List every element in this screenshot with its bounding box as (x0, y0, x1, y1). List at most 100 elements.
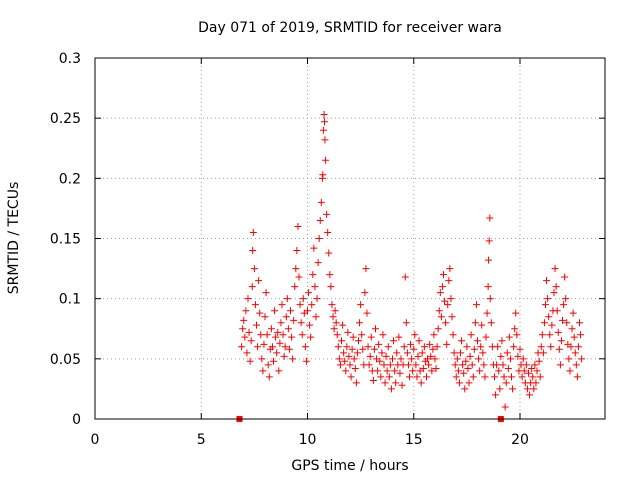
data-point (543, 277, 551, 285)
data-point (563, 319, 571, 327)
data-point (566, 367, 574, 375)
data-point (265, 373, 273, 381)
data-point (291, 283, 299, 291)
data-point (432, 364, 440, 372)
data-point (326, 271, 334, 279)
y-tick-label: 0.2 (59, 171, 81, 187)
data-point (294, 222, 302, 230)
data-point (411, 331, 419, 339)
data-point (407, 340, 415, 348)
data-point (372, 325, 379, 333)
data-point (508, 373, 515, 381)
data-point (330, 325, 338, 333)
data-point (299, 295, 307, 303)
data-point (369, 376, 377, 384)
data-point (340, 349, 348, 357)
data-point (290, 316, 298, 324)
data-point (451, 361, 459, 369)
y-axis-label: SRMTID / TECUs (6, 182, 22, 295)
data-point (349, 333, 357, 341)
data-point (483, 309, 491, 317)
data-point (497, 352, 505, 360)
data-point (401, 273, 409, 281)
data-point (556, 361, 564, 369)
y-tick-label: 0.25 (50, 111, 81, 127)
data-point (280, 352, 288, 360)
data-point (389, 355, 396, 363)
data-point (468, 361, 476, 369)
data-point (486, 214, 494, 222)
data-point (391, 367, 399, 375)
data-point (380, 361, 388, 369)
data-point (270, 357, 277, 365)
data-point (470, 345, 478, 353)
data-point (513, 331, 521, 339)
data-point (546, 331, 554, 339)
data-point (310, 244, 318, 252)
data-point (267, 325, 275, 333)
data-point (455, 379, 463, 387)
data-point (279, 331, 287, 339)
data-point (295, 273, 303, 281)
data-point (361, 289, 369, 297)
data-point (284, 325, 292, 333)
data-point (544, 295, 552, 303)
data-point (255, 277, 263, 285)
data-point (420, 343, 428, 351)
data-point (333, 331, 341, 339)
data-point (392, 379, 400, 387)
data-point (514, 352, 522, 360)
data-point (531, 361, 539, 369)
data-point (479, 349, 487, 357)
data-point (245, 328, 253, 336)
data-point (503, 349, 511, 357)
data-point (382, 352, 390, 360)
data-point (381, 379, 389, 387)
data-point (486, 295, 494, 303)
data-point (493, 361, 501, 369)
data-point (568, 325, 576, 333)
data-point (565, 355, 573, 363)
data-point (415, 337, 423, 345)
data-point (477, 343, 485, 351)
data-point (275, 367, 283, 375)
data-point (273, 349, 281, 357)
data-point (445, 277, 453, 285)
data-point (386, 361, 394, 369)
data-point (319, 171, 327, 179)
data-point (516, 345, 524, 353)
data-point (359, 345, 367, 353)
data-point (253, 321, 260, 329)
data-point (454, 367, 462, 375)
data-point (530, 385, 538, 393)
data-point (351, 364, 359, 372)
data-point (409, 367, 417, 375)
data-point (238, 343, 246, 351)
data-point (348, 345, 356, 353)
data-point (498, 337, 506, 345)
data-point (438, 283, 446, 291)
data-point (257, 331, 265, 339)
data-point (390, 337, 398, 345)
data-point (465, 379, 473, 387)
data-point (442, 319, 450, 327)
data-point (357, 301, 365, 309)
data-point (251, 301, 259, 309)
data-point (343, 343, 351, 351)
data-point (301, 343, 309, 351)
data-point (425, 361, 433, 369)
data-point (520, 367, 528, 375)
data-point (446, 265, 454, 273)
data-point (481, 373, 489, 381)
data-point (576, 319, 583, 327)
data-point (452, 373, 460, 381)
data-point (505, 333, 513, 341)
data-point (510, 343, 518, 351)
data-point (308, 301, 316, 309)
data-point (244, 295, 252, 303)
data-point (536, 373, 544, 381)
data-point (428, 367, 436, 375)
data-point (387, 385, 395, 393)
data-point (249, 247, 257, 255)
data-point (325, 249, 333, 257)
